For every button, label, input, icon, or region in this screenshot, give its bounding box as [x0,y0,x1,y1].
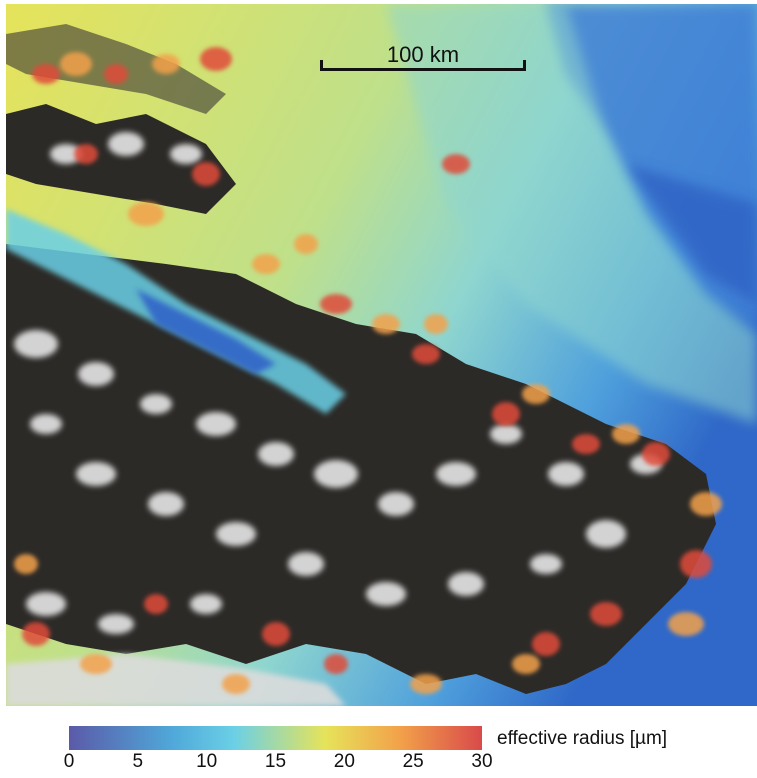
scale-bar-label: 100 km [386,42,460,67]
scale-bar-tick-left [320,60,323,71]
map-image [6,4,757,706]
colorbar-tick-label: 10 [196,751,218,772]
colorbar-tick-label: 0 [63,751,75,772]
effective-radius-map: 100 km [6,4,757,706]
colorbar-tick-label: 20 [333,751,355,772]
colorbar-tick-label: 25 [402,751,424,772]
scale-bar-tick-right [523,60,526,71]
colorbar-label: effective radius [µm] [497,728,668,749]
scale-bar: 100 km [320,40,526,80]
colorbar-tick-label: 30 [471,751,493,772]
colorbar [69,726,482,750]
colorbar-gradient [69,726,482,750]
colorbar-tick-label: 5 [132,751,144,772]
scale-bar-line [320,68,526,71]
colorbar-tick-label: 15 [264,751,287,772]
